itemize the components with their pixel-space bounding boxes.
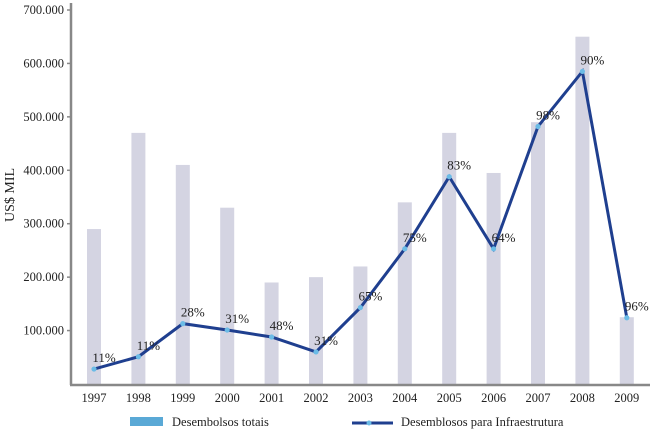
bar-1999 (175, 164, 190, 384)
data-label-2008: 90% (580, 52, 604, 67)
y-tick-label: 300.000 (23, 217, 64, 231)
data-label-1998: 11% (137, 338, 161, 353)
bar-2001 (264, 282, 279, 384)
x-tick-label: 1997 (82, 391, 107, 405)
y-tick-label: 500.000 (23, 110, 64, 124)
data-label-2009: 96% (625, 299, 649, 314)
bar-2000 (220, 207, 235, 384)
x-tick-label: 2000 (215, 391, 240, 405)
y-tick-label: 700.000 (23, 3, 64, 17)
bar-2007 (531, 122, 545, 384)
x-tick-label: 2006 (481, 391, 506, 405)
data-label-1997: 11% (92, 350, 116, 365)
data-label-2000: 31% (225, 311, 249, 326)
x-tick-label: 2004 (392, 391, 418, 405)
line-point-2001 (269, 334, 275, 340)
x-tick-label: 2007 (526, 391, 551, 405)
bar-2009 (619, 317, 634, 384)
data-label-2006: 64% (492, 230, 516, 245)
data-label-2003: 65% (358, 289, 382, 304)
line-point-2006 (491, 246, 497, 252)
data-label-2007: 98% (536, 107, 560, 122)
line-point-1997 (91, 366, 97, 372)
line-point-2004 (402, 246, 408, 252)
legend: Desembolsos totais Desemblosos para Infr… (130, 415, 564, 429)
bar-2003 (353, 266, 368, 384)
legend-label-line: Desemblosos para Infraestrutura (401, 415, 564, 429)
x-tick-label: 2005 (437, 391, 462, 405)
x-tick-label: 2008 (570, 391, 595, 405)
data-label-2004: 75% (403, 230, 427, 245)
y-axis-label: US$ MIL (3, 168, 18, 222)
line-point-2003 (357, 304, 363, 311)
bar-1997 (87, 229, 101, 384)
bar-2006 (486, 172, 501, 384)
bar-1998 (131, 132, 146, 384)
x-tick-label: 2002 (304, 391, 329, 405)
legend-swatch-marker (366, 420, 372, 426)
line-point-2009 (624, 315, 630, 321)
line-point-1999 (180, 321, 186, 327)
x-tick-label: 2009 (614, 391, 639, 405)
x-tick-label: 2001 (259, 391, 284, 405)
bar-2004 (397, 202, 412, 384)
bar-2008 (575, 36, 590, 384)
legend-swatch-bars (130, 417, 163, 426)
x-tick-label: 2003 (348, 391, 373, 405)
line-point-2002 (313, 349, 319, 355)
line-point-2007 (535, 123, 541, 130)
line-point-1998 (135, 354, 141, 360)
y-tick-label: 400.000 (23, 163, 64, 177)
bar-2002 (309, 277, 323, 384)
line-point-2005 (446, 174, 452, 180)
data-label-2005: 83% (447, 158, 471, 173)
data-label-2001: 48% (270, 318, 294, 333)
x-tick-label: 1999 (170, 391, 195, 405)
bar-2005 (442, 132, 457, 384)
y-tick-label: 200.000 (23, 270, 64, 284)
data-label-2002: 31% (314, 333, 338, 348)
y-tick-label: 600.000 (23, 56, 64, 70)
x-tick-label: 1998 (126, 391, 151, 405)
legend-label-bars: Desembolsos totais (172, 415, 269, 429)
y-tick-label: 100.000 (23, 324, 64, 338)
line-point-2000 (224, 327, 230, 333)
data-label-1999: 28% (181, 305, 205, 320)
line-point-2008 (579, 68, 586, 75)
